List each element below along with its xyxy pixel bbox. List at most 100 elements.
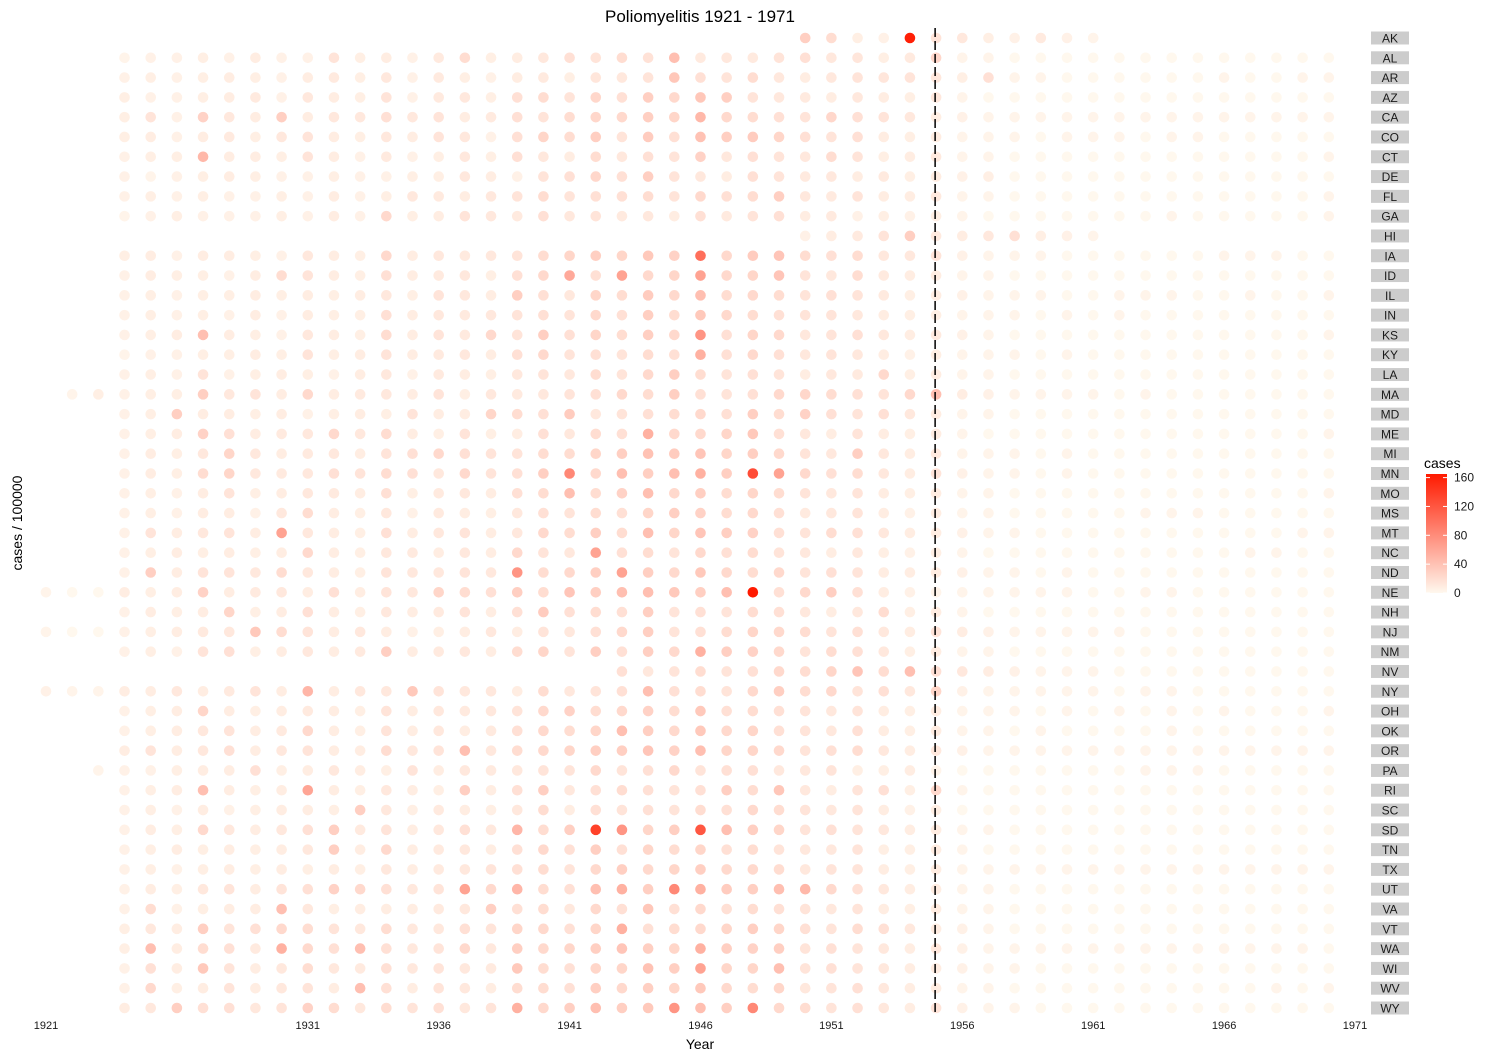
data-point <box>328 586 340 598</box>
data-point <box>957 92 968 103</box>
state-strip <box>1371 684 1409 698</box>
data-point <box>276 448 287 460</box>
data-point <box>171 824 183 836</box>
data-point <box>302 468 314 479</box>
data-point <box>852 191 863 202</box>
data-point <box>616 408 628 420</box>
data-point <box>1009 784 1020 796</box>
data-point <box>878 864 890 875</box>
data-point <box>930 527 942 539</box>
data-point <box>1244 765 1256 776</box>
data-point <box>1271 389 1282 400</box>
data-point <box>957 883 968 895</box>
data-point <box>957 52 968 64</box>
data-point <box>1114 111 1125 123</box>
data-point <box>250 369 261 380</box>
data-point <box>459 626 471 638</box>
data-point <box>1009 963 1020 974</box>
data-point <box>1271 52 1282 64</box>
data-point <box>407 270 418 281</box>
data-point <box>1114 606 1125 618</box>
data-point <box>119 883 130 895</box>
data-point <box>1244 567 1256 578</box>
data-point <box>1271 349 1282 361</box>
data-point <box>957 191 968 202</box>
data-point <box>197 349 209 361</box>
data-point <box>485 745 497 756</box>
data-point <box>904 883 916 895</box>
data-point <box>957 468 968 479</box>
data-point <box>799 329 811 341</box>
data-point <box>1192 171 1204 182</box>
data-point <box>957 982 968 994</box>
data-point <box>328 883 340 895</box>
data-point <box>1323 804 1335 816</box>
data-point <box>642 309 654 321</box>
data-point <box>878 804 890 816</box>
data-point <box>564 963 575 974</box>
data-point <box>1009 547 1020 558</box>
data-point <box>930 131 942 143</box>
data-point <box>669 725 680 737</box>
data-point <box>1009 725 1020 737</box>
state-label: MA <box>1381 388 1399 402</box>
data-point <box>826 903 837 915</box>
data-point <box>433 171 445 182</box>
data-point <box>1271 883 1282 895</box>
data-point <box>1218 507 1230 519</box>
data-point <box>407 111 418 123</box>
data-point <box>1140 547 1151 558</box>
data-point <box>250 52 261 64</box>
data-point <box>669 883 680 895</box>
data-point <box>1035 923 1047 935</box>
data-point <box>826 72 837 83</box>
data-point <box>407 765 418 776</box>
data-point <box>1140 626 1151 638</box>
data-point <box>1087 151 1099 163</box>
data-point <box>1218 586 1230 598</box>
data-point <box>1035 32 1047 44</box>
data-point <box>564 92 575 103</box>
data-point <box>695 765 706 776</box>
data-point <box>564 151 575 163</box>
data-point <box>1192 488 1204 499</box>
data-point <box>1244 191 1256 202</box>
data-point <box>957 963 968 974</box>
data-point <box>773 963 785 974</box>
data-point <box>1323 923 1335 935</box>
data-point <box>957 507 968 519</box>
data-point <box>721 1002 732 1014</box>
data-point <box>930 72 942 83</box>
data-point <box>904 864 916 875</box>
data-point <box>119 784 130 796</box>
data-point <box>1140 111 1151 123</box>
data-point <box>957 705 968 717</box>
data-point <box>1035 111 1047 123</box>
data-point <box>66 586 78 598</box>
data-point <box>826 705 837 717</box>
data-point <box>511 408 523 420</box>
data-point <box>1218 191 1230 202</box>
data-point <box>276 626 287 638</box>
state-label: KS <box>1382 328 1398 342</box>
data-point <box>642 725 654 737</box>
data-point <box>433 151 445 163</box>
data-point <box>878 171 890 182</box>
data-point <box>171 705 183 717</box>
data-point <box>747 923 759 935</box>
data-point <box>250 824 261 836</box>
data-point <box>250 309 261 321</box>
data-point <box>1244 725 1256 737</box>
data-point <box>119 111 130 123</box>
data-point <box>957 131 968 143</box>
data-point <box>642 844 654 855</box>
data-point <box>747 488 759 499</box>
data-point <box>1166 626 1178 638</box>
data-point <box>930 171 942 182</box>
data-point <box>40 626 52 638</box>
data-point <box>852 804 863 816</box>
data-point <box>433 1002 445 1014</box>
data-point <box>642 111 654 123</box>
data-point <box>381 547 392 558</box>
data-point <box>433 784 445 796</box>
